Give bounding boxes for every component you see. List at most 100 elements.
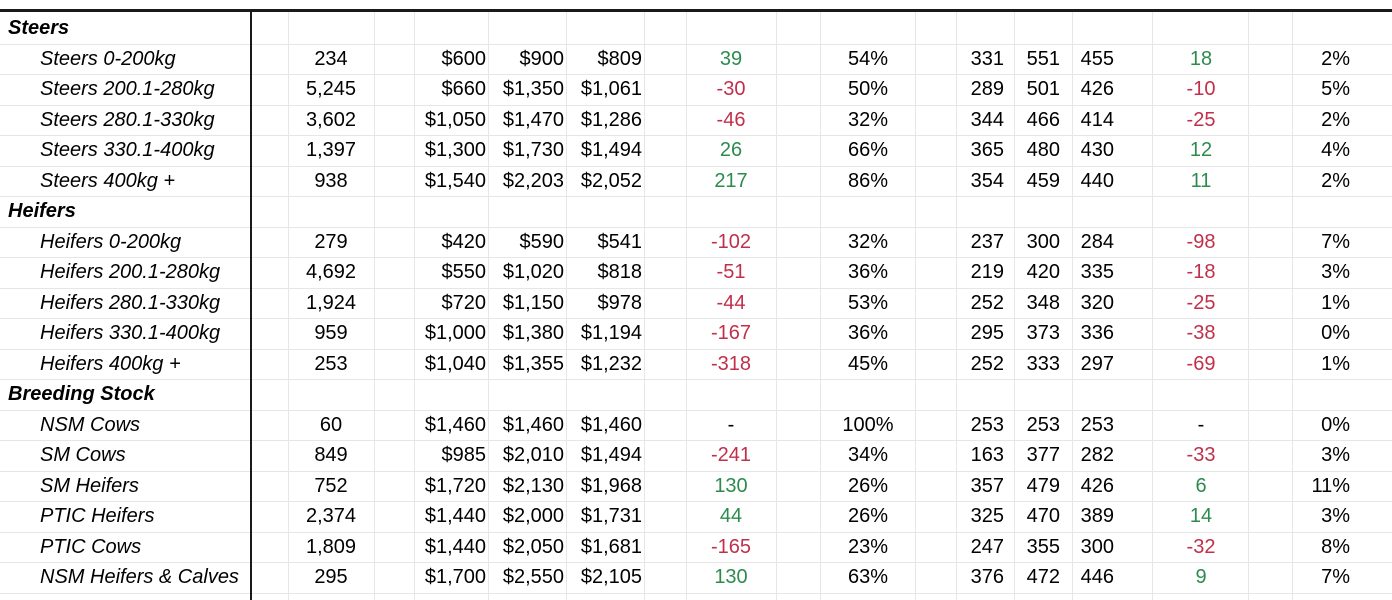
head-count-cell: 5,245 bbox=[305, 78, 357, 100]
price-avg-cell: $1,731 bbox=[580, 505, 642, 527]
row-label: SM Cows bbox=[40, 444, 126, 466]
head-count-cell: 60 bbox=[319, 413, 343, 436]
clearance-pct-cell: 32% bbox=[847, 230, 889, 253]
cents-change-cell: -32 bbox=[1186, 535, 1216, 558]
head-count-cell: 279 bbox=[314, 230, 348, 253]
price-avg-cell: $1,968 bbox=[580, 474, 642, 497]
cents-avg-cell: 430 bbox=[1080, 139, 1114, 161]
price-avg-cell: $1,061 bbox=[580, 78, 642, 100]
price-min-cell: $1,050 bbox=[424, 108, 486, 131]
grid-row-line bbox=[0, 165, 1392, 167]
price-max-cell: $1,380 bbox=[502, 322, 564, 344]
clearance-pct-cell: 100% bbox=[842, 413, 894, 436]
share-pct-cell: 3% bbox=[1321, 505, 1350, 527]
price-change-cell: 39 bbox=[719, 47, 743, 70]
price-avg-cell: $1,494 bbox=[580, 139, 642, 161]
table-row: Heifers 0-200kg 279 $420 $590 $541 -102 32% 237… bbox=[0, 227, 1392, 258]
clearance-pct-cell: 66% bbox=[847, 139, 889, 161]
price-min-cell: $1,440 bbox=[424, 505, 486, 527]
row-label: SM Heifers bbox=[40, 474, 139, 497]
price-max-cell: $1,350 bbox=[502, 78, 564, 100]
section-header-row: Breeding Stock bbox=[0, 379, 1392, 410]
table-row: Heifers 400kg + 253 $1,040 $1,355 $1,232 -318… bbox=[0, 349, 1392, 380]
cents-avg-cell: 335 bbox=[1080, 261, 1114, 283]
price-max-cell: $2,203 bbox=[502, 169, 564, 192]
row-label: NSM Cows bbox=[40, 413, 141, 436]
section-title: Steers bbox=[8, 17, 70, 39]
price-change-cell: -167 bbox=[710, 322, 752, 344]
grid-row-line bbox=[0, 562, 1392, 563]
price-change-cell: 130 bbox=[714, 474, 748, 497]
price-max-cell: $1,730 bbox=[502, 139, 564, 161]
price-avg-cell: $2,105 bbox=[580, 566, 642, 588]
cents-change-cell: 12 bbox=[1189, 139, 1213, 161]
grid-row-line bbox=[0, 318, 1392, 319]
head-count-cell: 752 bbox=[314, 474, 348, 497]
head-count-cell: 849 bbox=[314, 444, 348, 466]
table-row: SM Heifers 752 $1,720 $2,130 $1,968 130 26% 357… bbox=[0, 471, 1392, 502]
cents-avg-cell: 297 bbox=[1080, 352, 1114, 375]
cents-max-cell: 470 bbox=[1026, 505, 1060, 527]
cents-min-cell: 163 bbox=[970, 444, 1004, 466]
cents-avg-cell: 446 bbox=[1080, 566, 1114, 588]
grid-row-line bbox=[0, 287, 1392, 289]
price-change-cell: -102 bbox=[710, 230, 752, 253]
table-row: NSM Heifers & Calves 295 $1,700 $2,550 $2,10… bbox=[0, 562, 1392, 593]
cents-avg-cell: 414 bbox=[1080, 108, 1114, 131]
row-label: PTIC Cows bbox=[40, 535, 142, 558]
share-pct-cell: 3% bbox=[1321, 444, 1350, 466]
cents-max-cell: 472 bbox=[1026, 566, 1060, 588]
share-pct-cell: 4% bbox=[1321, 139, 1350, 161]
share-pct-cell: 3% bbox=[1321, 261, 1350, 283]
grid-row-line bbox=[0, 104, 1392, 106]
cents-change-cell: 11 bbox=[1190, 169, 1212, 192]
grid-column-line bbox=[644, 12, 645, 600]
row-label: Steers 400kg + bbox=[40, 169, 176, 192]
price-min-cell: $1,720 bbox=[424, 474, 486, 497]
cents-min-cell: 219 bbox=[970, 261, 1004, 283]
cents-change-cell: -38 bbox=[1186, 322, 1216, 344]
grid-column-line bbox=[956, 12, 957, 600]
price-max-cell: $2,550 bbox=[502, 566, 564, 588]
cents-avg-cell: 455 bbox=[1080, 47, 1114, 70]
cents-avg-cell: 440 bbox=[1080, 169, 1114, 192]
section-header-row: Steers bbox=[0, 13, 1392, 44]
cents-avg-cell: 320 bbox=[1080, 291, 1114, 314]
cents-max-cell: 459 bbox=[1026, 169, 1060, 192]
head-count-cell: 959 bbox=[314, 322, 348, 344]
cents-max-cell: 551 bbox=[1026, 47, 1060, 70]
share-pct-cell: 8% bbox=[1321, 535, 1350, 558]
price-change-cell: 26 bbox=[719, 139, 743, 161]
clearance-pct-cell: 34% bbox=[847, 444, 889, 466]
cents-min-cell: 237 bbox=[970, 230, 1004, 253]
row-label: NSM Heifers & Calves bbox=[40, 566, 239, 588]
clearance-pct-cell: 54% bbox=[847, 47, 889, 70]
price-avg-cell: $2,052 bbox=[580, 169, 642, 192]
grid-column-line bbox=[1152, 12, 1153, 600]
row-label: Heifers 0-200kg bbox=[40, 230, 182, 253]
price-avg-cell: $1,286 bbox=[580, 108, 642, 131]
cents-min-cell: 357 bbox=[970, 474, 1004, 497]
section-title: Breeding Stock bbox=[8, 383, 155, 405]
grid-column-line bbox=[374, 12, 375, 600]
table-row: Heifers 280.1-330kg 1,924 $720 $1,150 $978 -4… bbox=[0, 288, 1392, 319]
label-column-border bbox=[250, 9, 252, 600]
price-avg-cell: $1,460 bbox=[580, 413, 642, 436]
grid-column-line bbox=[1072, 12, 1073, 600]
cents-max-cell: 420 bbox=[1026, 261, 1060, 283]
cents-min-cell: 376 bbox=[970, 566, 1004, 588]
cents-change-cell: -10 bbox=[1186, 78, 1216, 100]
price-min-cell: $1,540 bbox=[424, 169, 486, 192]
price-min-cell: $985 bbox=[441, 444, 487, 466]
grid-row-line bbox=[0, 348, 1392, 350]
grid-column-line bbox=[776, 12, 777, 600]
price-change-cell: -30 bbox=[716, 78, 746, 100]
row-label: Heifers 200.1-280kg bbox=[40, 261, 221, 283]
head-count-cell: 1,397 bbox=[305, 139, 357, 161]
price-max-cell: $900 bbox=[519, 47, 565, 70]
share-pct-cell: 2% bbox=[1321, 169, 1350, 192]
grid-row-line bbox=[0, 592, 1392, 594]
cents-change-cell: -98 bbox=[1186, 230, 1216, 253]
cents-min-cell: 289 bbox=[970, 78, 1004, 100]
price-max-cell: $590 bbox=[519, 230, 565, 253]
